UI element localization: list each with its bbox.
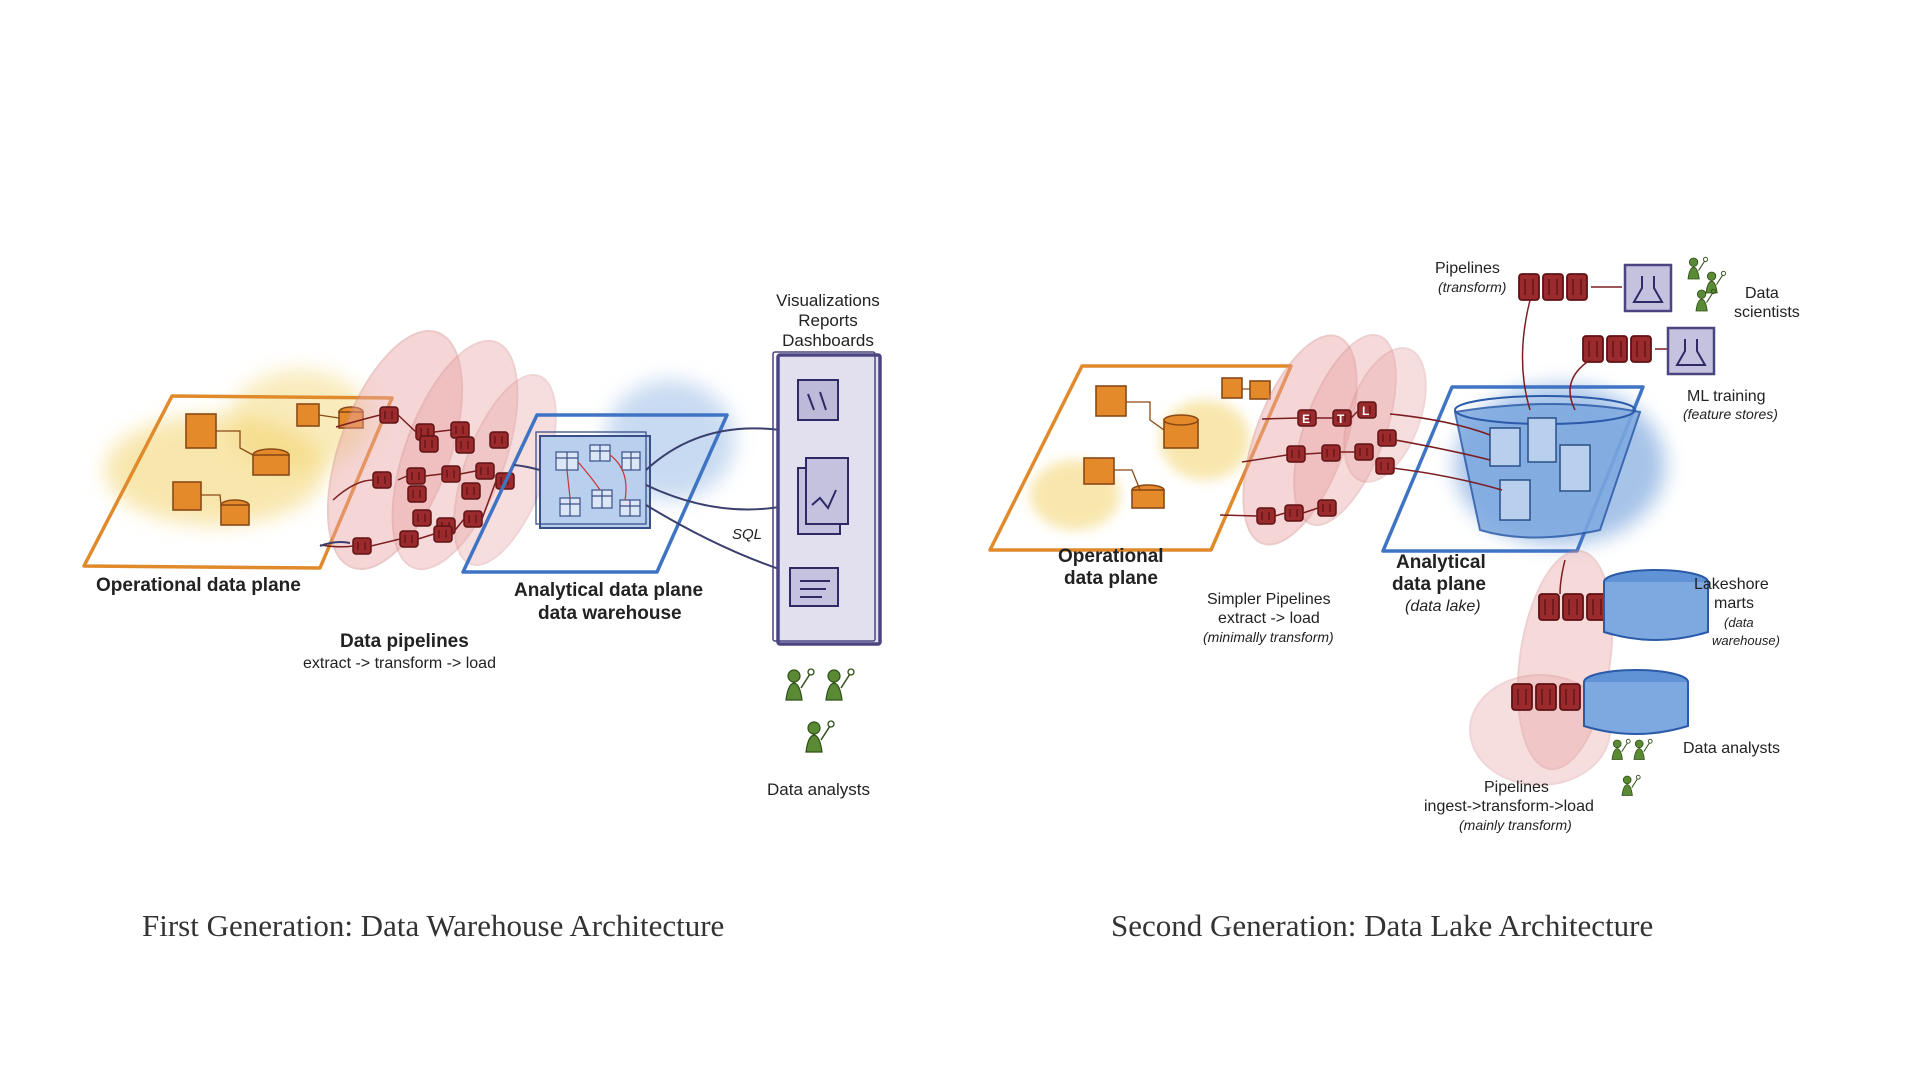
- pipelines-subtitle: extract -> transform -> load: [303, 655, 496, 672]
- operational-plane-outline-2: [988, 364, 1293, 552]
- bottom-pipelines-note: (mainly transform): [1459, 817, 1572, 833]
- data-scientists-label-1: Data: [1745, 285, 1779, 302]
- simpler-pipelines: E T L Simpler Pipelines extract -> load …: [1203, 334, 1427, 645]
- lakeshore-label-2: marts: [1714, 595, 1754, 612]
- lakeshore-label-3: (data: [1724, 615, 1754, 630]
- sql-label: SQL: [732, 526, 762, 543]
- analytical-label-2b: data plane: [1392, 574, 1486, 595]
- output-reports: Reports: [798, 311, 858, 330]
- lake-documents: [1489, 417, 1591, 521]
- operational-label-2b: data plane: [1064, 568, 1158, 589]
- etl-letters: E T L: [1302, 404, 1369, 426]
- top-pipelines-note: (transform): [1438, 279, 1506, 295]
- etl-letter-l: L: [1362, 404, 1369, 418]
- data-analysts-label-2: Data analysts: [1683, 740, 1780, 757]
- database-icons-2: [1083, 377, 1271, 509]
- operational-plane-outline: [82, 394, 394, 570]
- data-lake: Analytical data plane (data lake): [1381, 385, 1665, 615]
- data-scientists-label-2: scientists: [1734, 304, 1800, 321]
- data-analysts-label: Data analysts: [767, 780, 870, 799]
- bottom-pipelines-label: Pipelines: [1484, 779, 1549, 796]
- output-visualizations: Visualizations: [776, 291, 880, 310]
- output-dashboards: Dashboards: [782, 331, 874, 350]
- caption-first-generation: First Generation: Data Warehouse Archite…: [142, 908, 725, 943]
- data-scientists-group: Data scientists: [1687, 256, 1800, 321]
- operational-data-plane-2: Operational data plane: [988, 364, 1293, 589]
- lakeshore-marts: Lakeshore marts (data warehouse): [1583, 569, 1780, 735]
- data-analysts-group-2: Data analysts: [1611, 738, 1780, 796]
- analytical-plane-label-2: data warehouse: [538, 603, 682, 624]
- analytical-plane-outline: [461, 413, 729, 574]
- analytical-plane-outline-2: [1381, 385, 1645, 553]
- outputs-panel: Visualizations Reports Dashboards: [772, 291, 882, 646]
- data-analysts-group: Data analysts: [767, 668, 870, 799]
- simpler-pipelines-note: (minimally transform): [1203, 629, 1334, 645]
- operational-data-plane: Operational data plane: [82, 370, 394, 596]
- etl-letter-t: T: [1337, 412, 1345, 426]
- lakeshore-label-4: warehouse): [1712, 633, 1780, 648]
- first-generation-diagram: Operational data plane Data pipelines ex…: [82, 291, 882, 799]
- ml-training-label: ML training: [1687, 388, 1766, 405]
- operational-plane-label: Operational data plane: [96, 575, 301, 596]
- flask-icons: [1623, 263, 1716, 376]
- analytical-data-plane: Analytical data plane data warehouse: [461, 380, 735, 624]
- warehouse-tables: [555, 444, 641, 517]
- second-generation-diagram: Operational data plane E T L Simpler Pip…: [988, 256, 1800, 833]
- ml-training-note: (feature stores): [1683, 406, 1778, 422]
- caption-second-generation: Second Generation: Data Lake Architectur…: [1111, 908, 1654, 943]
- top-pipelines-label: Pipelines: [1435, 260, 1500, 277]
- top-pipelines: Pipelines (transform): [1435, 260, 1670, 411]
- bottom-pipelines-sub: ingest->transform->load: [1424, 798, 1594, 815]
- pipelines-title: Data pipelines: [340, 631, 469, 652]
- simpler-pipelines-sub: extract -> load: [1218, 610, 1320, 627]
- analytical-label-2a: Analytical: [1396, 552, 1486, 573]
- operational-label-2a: Operational: [1058, 546, 1164, 567]
- analytical-plane-label-1: Analytical data plane: [514, 580, 703, 601]
- etl-letter-e: E: [1302, 412, 1310, 426]
- simpler-pipelines-label: Simpler Pipelines: [1207, 591, 1331, 608]
- lakeshore-label-1: Lakeshore: [1694, 576, 1769, 593]
- flow-arrows: [319, 427, 791, 573]
- analytical-label-2c: (data lake): [1405, 598, 1481, 615]
- database-icons: [172, 403, 364, 526]
